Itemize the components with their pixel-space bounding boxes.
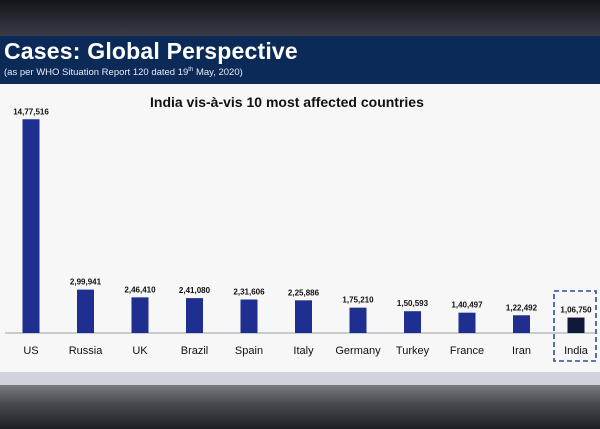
value-label-uk: 2,46,410	[124, 285, 156, 294]
value-label-france: 1,40,497	[451, 301, 483, 310]
bar-us	[22, 119, 40, 333]
bar-russia	[77, 289, 94, 333]
video-top-strip	[0, 0, 600, 36]
slide-bottom-edge	[0, 372, 600, 385]
value-label-italy: 2,25,886	[288, 288, 320, 297]
bar-brazil	[186, 298, 203, 333]
category-label-italy: Italy	[293, 345, 314, 357]
category-label-india: India	[564, 345, 589, 357]
slide-subtitle: (as per WHO Situation Report 120 dated 1…	[4, 67, 243, 78]
value-label-india: 1,06,750	[560, 306, 592, 315]
bar-india	[567, 317, 585, 333]
category-label-spain: Spain	[235, 345, 263, 357]
value-label-iran: 1,22,492	[506, 303, 538, 312]
value-labels-group: 14,77,516 2,99,941 2,46,410 2,41,080 2,31,60…	[13, 107, 592, 314]
bar-germany	[349, 307, 367, 333]
bar-chart: 14,77,516 2,99,941 2,46,410 2,41,080 2,31,60…	[5, 107, 597, 362]
slide-header-band	[0, 36, 600, 84]
bars-group	[22, 119, 585, 333]
category-label-iran: Iran	[512, 345, 531, 357]
bar-turkey	[404, 311, 421, 333]
bar-iran	[513, 315, 530, 333]
category-label-turkey: Turkey	[396, 345, 430, 357]
category-label-russia: Russia	[69, 345, 104, 357]
value-label-us: 14,77,516	[13, 107, 49, 116]
highlight-box	[553, 290, 597, 362]
bar-uk	[131, 297, 149, 333]
bar-italy	[295, 300, 312, 333]
bar-spain	[240, 299, 258, 333]
value-label-germany: 1,75,210	[342, 296, 374, 305]
value-label-spain: 2,31,606	[233, 287, 265, 296]
subtitle-end: May, 2020)	[193, 67, 243, 79]
category-label-brazil: Brazil	[181, 345, 209, 357]
category-label-us: US	[23, 345, 38, 357]
chart-title: India vis-à-vis 10 most affected countri…	[150, 94, 424, 110]
bar-france	[458, 312, 476, 333]
value-label-brazil: 2,41,080	[179, 286, 211, 295]
category-label-germany: Germany	[335, 345, 381, 357]
value-label-russia: 2,99,941	[70, 278, 102, 287]
subtitle-sup: th	[188, 67, 194, 73]
category-label-uk: UK	[132, 345, 148, 357]
video-bottom-strip	[0, 385, 600, 429]
category-labels-group: US Russia UK Brazil Spain Italy Germany Turkey F…	[23, 345, 588, 357]
subtitle-main: (as per WHO Situation Report 120 dated 1…	[4, 67, 189, 79]
value-label-turkey: 1,50,593	[397, 299, 429, 308]
slide-title: Cases: Global Perspective	[4, 38, 298, 64]
category-label-france: France	[450, 345, 484, 357]
